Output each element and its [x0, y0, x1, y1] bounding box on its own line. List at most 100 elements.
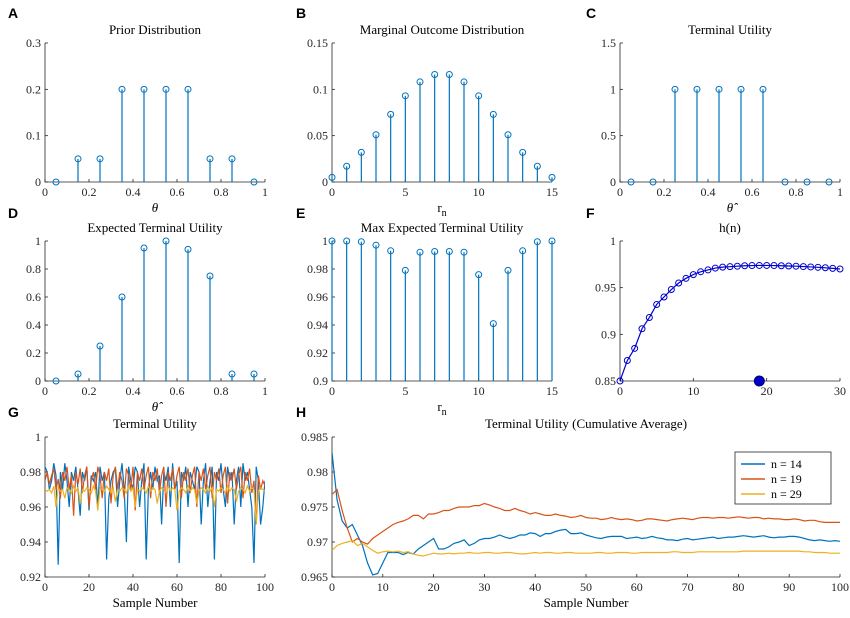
stem-marker	[250, 178, 258, 186]
stem-marker	[401, 92, 409, 100]
stem-marker	[184, 245, 192, 253]
y-tick-label: 1	[322, 234, 328, 248]
stem-marker	[162, 237, 170, 245]
stem-marker	[475, 92, 483, 100]
stem-marker	[52, 178, 60, 186]
x-tick-label: 0.2	[82, 185, 97, 199]
y-tick-label: 1	[610, 82, 616, 96]
series-line-n29	[332, 539, 840, 557]
stem-marker	[52, 377, 60, 385]
data-point	[697, 268, 705, 276]
x-axis-label: θ̂	[727, 200, 738, 215]
x-axis-label: θ̂	[152, 399, 163, 414]
series-line-n19	[332, 488, 840, 545]
y-tick-label: 0.96	[20, 500, 41, 514]
axes-frame	[44, 241, 265, 382]
x-tick-label: 60	[171, 580, 183, 594]
stem-marker	[118, 293, 126, 301]
y-tick-label: 0.5	[601, 129, 616, 143]
stem-marker	[357, 148, 365, 156]
panel-f: Fh(n) 0 10 20 30 0.85 0.9 0.95 1	[586, 205, 846, 398]
x-tick-label: 5	[402, 384, 408, 398]
x-axis-label: Sample Number	[544, 595, 630, 610]
x-tick-label: 15	[546, 185, 558, 199]
x-tick-label: 80	[732, 580, 744, 594]
stem-marker	[184, 85, 192, 93]
x-tick-label: 5	[402, 185, 408, 199]
stem-marker	[519, 247, 527, 255]
data-point	[682, 274, 690, 282]
x-tick-label: 0	[42, 384, 48, 398]
y-tick-label: 1	[35, 430, 41, 444]
y-tick-label: 0.15	[307, 36, 328, 50]
x-tick-label: 20	[83, 580, 95, 594]
data-point	[821, 264, 829, 272]
series-line-n19	[45, 466, 265, 525]
y-tick-label: 0.97	[307, 535, 328, 549]
x-tick-label: 30	[478, 580, 490, 594]
optimal-n-marker	[753, 375, 765, 387]
x-axis-label: rn	[437, 200, 446, 219]
legend-entry: n = 14	[771, 457, 802, 471]
data-point	[616, 377, 624, 385]
y-tick-label: 0.985	[301, 430, 328, 444]
data-point	[777, 262, 785, 270]
x-tick-label: 0.6	[170, 185, 185, 199]
axes-frame	[331, 43, 552, 183]
stem-marker	[118, 85, 126, 93]
y-tick-label: 0	[35, 374, 41, 388]
x-tick-label: 0	[329, 185, 335, 199]
panel-label: F	[586, 205, 595, 221]
data-point	[711, 264, 719, 272]
data-point	[638, 325, 646, 333]
y-tick-label: 1	[35, 234, 41, 248]
x-tick-label: 90	[783, 580, 795, 594]
x-tick-label: 100	[256, 580, 274, 594]
y-tick-label: 0.2	[26, 346, 41, 360]
panel-h: H Terminal Utility (Cumulative Average) 0 1…	[296, 404, 849, 610]
stem-marker	[460, 78, 468, 86]
stem-marker	[671, 85, 679, 93]
y-tick-label: 0.96	[307, 290, 328, 304]
y-tick-label: 0.94	[20, 535, 41, 549]
stem-marker	[504, 266, 512, 274]
y-tick-label: 0.98	[307, 465, 328, 479]
data-point	[792, 262, 800, 270]
y-tick-label: 0.975	[301, 500, 328, 514]
y-tick-label: 0.94	[307, 318, 328, 332]
y-tick-label: 0.1	[313, 82, 328, 96]
stem-marker	[416, 78, 424, 86]
panel-label: G	[8, 404, 19, 420]
data-point	[726, 263, 734, 271]
legend-box	[734, 451, 832, 505]
stem-marker	[825, 178, 833, 186]
panel-d: D Expected Terminal Utility 0 0.2 0.4 0.6 0.8 1…	[8, 205, 268, 414]
data-point	[748, 262, 756, 270]
axes-frame	[331, 241, 552, 382]
y-tick-label: 0.98	[20, 465, 41, 479]
axes-frame	[619, 43, 840, 183]
data-point	[829, 264, 837, 272]
stem-marker	[533, 238, 541, 246]
panel-label: A	[8, 5, 18, 21]
x-tick-label: 1	[837, 185, 843, 199]
x-tick-label: 1	[262, 185, 268, 199]
stem-marker	[475, 271, 483, 279]
data-point	[719, 263, 727, 271]
data-point	[799, 263, 807, 271]
y-tick-label: 0.85	[595, 374, 616, 388]
stem-marker	[228, 155, 236, 163]
series-line-n14	[332, 452, 840, 576]
x-tick-label: 1	[262, 384, 268, 398]
series-line-n29	[45, 484, 265, 525]
y-tick-label: 0.9	[313, 374, 328, 388]
chart-title: h(n)	[719, 220, 741, 235]
x-tick-label: 30	[834, 384, 846, 398]
x-tick-label: 0.2	[82, 384, 97, 398]
stem-marker	[372, 131, 380, 139]
panel-label: B	[296, 5, 306, 21]
stem-marker	[489, 320, 497, 328]
data-point	[645, 314, 653, 322]
axes-frame	[44, 437, 265, 578]
